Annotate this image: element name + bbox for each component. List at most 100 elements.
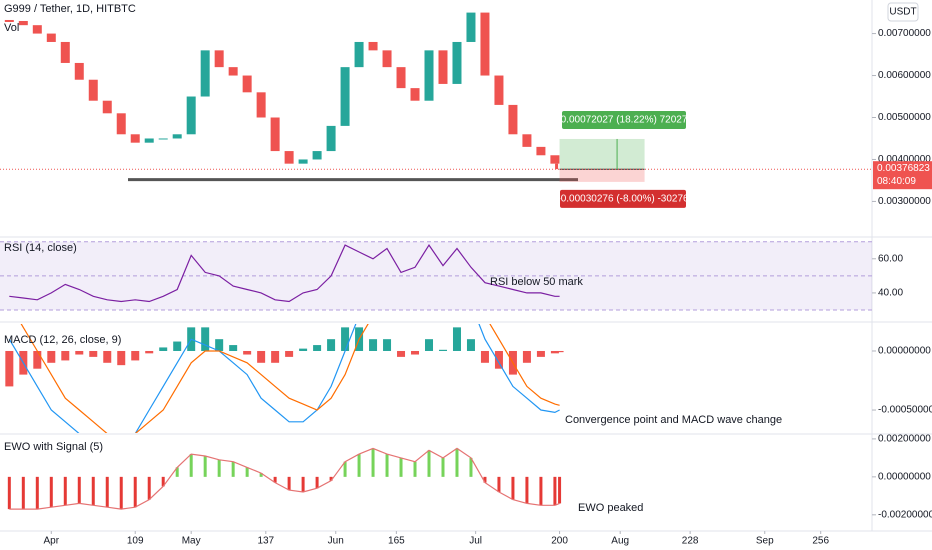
candle xyxy=(4,19,14,22)
ewo-bar xyxy=(189,454,193,477)
volume-label: Vol xyxy=(4,22,19,34)
chart-title: G999 / Tether, 1D, HITBTC xyxy=(4,3,136,15)
ewo-bar xyxy=(539,476,543,506)
candle xyxy=(284,151,294,164)
candle xyxy=(270,117,280,152)
candle xyxy=(438,50,448,84)
candle xyxy=(130,134,140,143)
stop-label: -0.00030276 (-8.00%) -30276 xyxy=(557,194,689,205)
x-tick-label: 256 xyxy=(812,536,829,547)
macd-bar xyxy=(75,350,84,355)
ewo-bar xyxy=(525,476,529,504)
ewo-bar xyxy=(301,476,305,493)
ewo-bar xyxy=(7,476,11,510)
x-tick-label: May xyxy=(182,536,201,547)
macd-bar xyxy=(480,350,489,363)
candle xyxy=(60,41,70,63)
macd-bar xyxy=(536,350,545,357)
macd-line xyxy=(8,324,560,433)
currency-box[interactable] xyxy=(887,2,919,22)
ewo-bar xyxy=(511,476,515,500)
x-tick-label: 109 xyxy=(127,536,144,547)
x-tick-label: 137 xyxy=(257,536,274,547)
panel-title: EWO with Signal (5) xyxy=(4,441,103,453)
candle xyxy=(158,138,168,140)
y-tick-label: 0.00500000 xyxy=(878,112,931,123)
candle xyxy=(550,155,560,164)
ewo-bar xyxy=(287,476,291,491)
ewo-bar xyxy=(245,467,249,477)
x-tick-label: Jun xyxy=(328,536,344,547)
macd-bar xyxy=(411,350,420,355)
target-badge xyxy=(562,110,686,129)
macd-bar xyxy=(522,350,531,363)
ewo-bar xyxy=(385,454,389,477)
candle xyxy=(494,75,504,105)
macd-bar xyxy=(201,327,210,351)
macd-bar xyxy=(89,350,98,357)
ewo-bar xyxy=(21,476,25,510)
target-zone xyxy=(559,138,645,170)
candle xyxy=(424,50,434,101)
ewo-bar xyxy=(357,454,361,477)
x-tick-label: Sep xyxy=(756,536,774,547)
candle xyxy=(508,104,518,135)
ewo-bar xyxy=(203,455,207,477)
candle xyxy=(256,92,266,118)
candle xyxy=(144,138,154,143)
ewo-bar xyxy=(161,476,165,487)
macd-bar xyxy=(159,347,168,351)
ewo-bar xyxy=(455,448,459,477)
x-tick-label: 165 xyxy=(388,536,405,547)
macd-bar xyxy=(452,327,461,351)
macd-bar xyxy=(369,339,378,351)
ewo-bar xyxy=(231,461,235,477)
y-tick-label: 60.00 xyxy=(878,253,903,264)
candle xyxy=(298,159,308,164)
currency[interactable]: USDT xyxy=(889,7,916,18)
ewo-bar xyxy=(329,476,333,481)
ewo-bar xyxy=(217,459,221,477)
panel xyxy=(5,324,564,433)
macd-bar xyxy=(425,339,434,351)
candle xyxy=(466,12,476,42)
macd-bar xyxy=(215,339,224,351)
annotation: Convergence point and MACD wave change xyxy=(565,414,782,426)
candle xyxy=(340,67,350,126)
y-tick-label: 0.00700000 xyxy=(878,28,931,39)
stop-zone xyxy=(559,169,645,182)
macd-bar xyxy=(61,350,70,361)
macd-bar xyxy=(285,350,294,357)
macd-line xyxy=(20,324,560,433)
ewo-bar xyxy=(399,457,403,477)
x-tick-label: Jul xyxy=(469,536,482,547)
macd-bar xyxy=(341,327,350,351)
macd-bar xyxy=(131,350,140,361)
ewo-bar xyxy=(558,476,562,504)
macd-bar xyxy=(550,350,559,354)
macd-bar xyxy=(383,339,392,351)
candle xyxy=(200,50,210,97)
target-label: 0.00072027 (18.22%) 72027 xyxy=(561,115,688,126)
macd-bar xyxy=(438,349,447,351)
panel xyxy=(4,12,578,182)
panel xyxy=(7,447,562,510)
macd-bar xyxy=(103,350,112,363)
macd-bar xyxy=(313,345,322,351)
y-tick-label: 0.00400000 xyxy=(878,154,931,165)
candle xyxy=(242,75,252,93)
candle xyxy=(88,79,98,101)
plot: Apr 109 May 137 Jun 165 Jul 200 Aug 228 Sep 256 0.00… xyxy=(0,12,932,547)
ewo-signal xyxy=(9,447,560,510)
x-tick-label: 200 xyxy=(551,536,568,547)
candle xyxy=(555,163,559,170)
ewo-bar xyxy=(469,457,473,477)
ewo-bar xyxy=(63,476,67,506)
ewo-bar xyxy=(553,476,557,506)
y-tick-label: 40.00 xyxy=(878,288,903,299)
macd-bar xyxy=(243,350,252,355)
macd-bar xyxy=(47,350,56,363)
ewo-bar xyxy=(343,461,347,477)
last-price: 0.00376823 xyxy=(877,163,930,174)
